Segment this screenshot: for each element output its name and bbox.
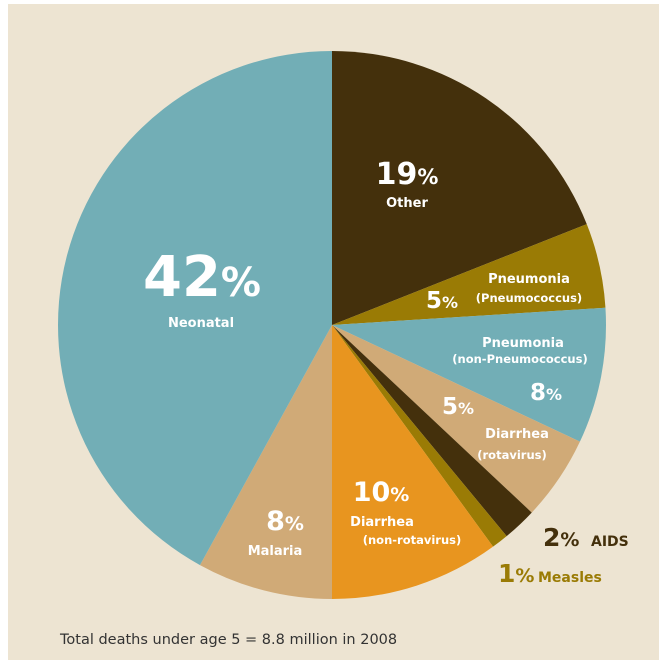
category-label-diarrhea-rotavirus: Diarrhea xyxy=(485,427,549,442)
category-label-pneumonia-non-pneumococcus-line2: (non-Pneumococcus) xyxy=(452,352,587,366)
chart-panel: 19% Other 5% Pneumonia (Pneumococcus) 8% Pneum… xyxy=(8,4,659,660)
pie-slice-malaria xyxy=(199,325,332,599)
pct-label-pneumonia-non-pneumococcus: 8% xyxy=(530,380,562,406)
footnote: Total deaths under age 5 = 8.8 million i… xyxy=(60,632,398,648)
category-label-aids: AIDS xyxy=(591,534,629,550)
pie-chart: 19% Other 5% Pneumonia (Pneumococcus) 8% Pneum… xyxy=(58,51,629,599)
category-label-diarrhea-non-rotavirus: Diarrhea xyxy=(350,515,414,530)
pie-slice-other xyxy=(332,51,587,325)
pct-label-other: 19% xyxy=(376,157,439,192)
category-label-malaria: Malaria xyxy=(248,544,303,559)
pie-slice-diarrhea-rotavirus xyxy=(332,325,580,513)
pct-label-diarrhea-rotavirus: 5% xyxy=(442,394,474,420)
pct-label-neonatal: 42% xyxy=(143,245,261,310)
category-label-diarrhea-rotavirus-line2: (rotavirus) xyxy=(477,448,546,462)
category-label-pneumonia-pneumococcus: Pneumonia xyxy=(488,272,570,287)
pct-label-diarrhea-non-rotavirus: 10% xyxy=(353,477,410,508)
category-label-neonatal: Neonatal xyxy=(168,316,234,331)
category-label-diarrhea-non-rotavirus-line2: (non-rotavirus) xyxy=(363,533,462,547)
category-label-pneumonia-pneumococcus-line2: (Pneumococcus) xyxy=(476,291,582,305)
pie-slice-aids xyxy=(332,325,532,537)
pct-label-measles: 1% xyxy=(498,559,534,588)
pie-slice-diarrhea-non-rotavirus xyxy=(332,325,494,599)
category-label-other: Other xyxy=(386,196,428,211)
pie-slice-neonatal xyxy=(58,51,333,566)
category-label-pneumonia-non-pneumococcus: Pneumonia xyxy=(482,336,564,351)
pie-slice-pneumonia-pneumococcus xyxy=(332,224,606,325)
pct-label-malaria: 8% xyxy=(266,506,304,537)
pie-slice-measles xyxy=(332,325,507,547)
pct-label-aids: 2% xyxy=(543,523,579,552)
category-label-measles: Measles xyxy=(538,570,602,586)
pie-slice-pneumonia-non-pneumococcus xyxy=(332,307,607,442)
pct-label-pneumonia-pneumococcus: 5% xyxy=(426,288,458,314)
